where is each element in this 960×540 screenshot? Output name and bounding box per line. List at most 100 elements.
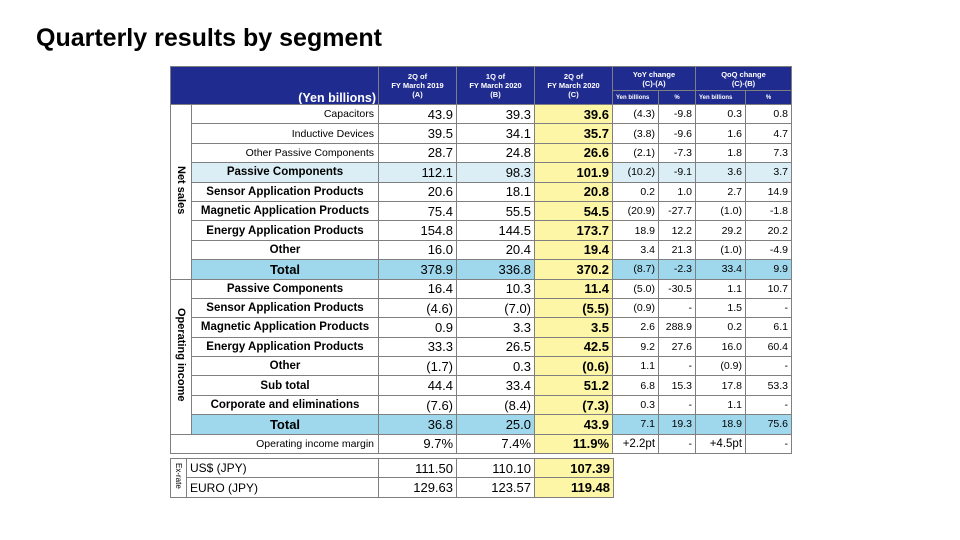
row-label: Energy Application Products <box>190 220 380 241</box>
cell-yoy: 3.4 <box>612 239 660 261</box>
table-row: Sensor Application Products (4.6) (7.0) (5.… <box>171 297 793 319</box>
table-row: Sub total 44.4 33.4 51.2 6.8 15.3 17.8 53.3 <box>171 375 793 396</box>
cell-qoq-pct: -1.8 <box>745 200 793 222</box>
cell-qoq-pct: 53.3 <box>745 375 793 396</box>
table-row: Magnetic Application Products 75.4 55.5 54.… <box>171 200 793 222</box>
cell-yoy: +2.2pt <box>612 433 660 455</box>
yoy-pct-subheader: % <box>658 90 697 105</box>
cell-qoq: 3.6 <box>695 162 747 183</box>
cell-qoq-pct: - <box>745 394 793 416</box>
cell-qoq-pct: -4.9 <box>745 239 793 261</box>
unit-label: (Yen billions) <box>169 66 380 105</box>
row-label: Passive Components <box>190 278 380 299</box>
cell-b: 0.3 <box>456 356 536 377</box>
cell-yoy-pct: 27.6 <box>658 336 697 358</box>
cell-c: 173.7 <box>534 220 614 241</box>
table-row: Energy Application Products 33.3 26.5 42.5 9… <box>171 336 793 358</box>
cell-a: 39.5 <box>378 123 458 144</box>
cell-b: 25.0 <box>456 414 536 435</box>
cell-qoq: +4.5pt <box>695 433 747 455</box>
cell-c: 39.6 <box>534 103 614 125</box>
cell-b: 7.4% <box>456 433 536 455</box>
cell-c: (7.3) <box>534 394 614 416</box>
cell-qoq-pct: 60.4 <box>745 336 793 358</box>
cell-yoy-pct: 19.3 <box>658 414 697 435</box>
cell-qoq-pct: 9.9 <box>745 259 793 280</box>
row-label: Energy Application Products <box>190 336 380 358</box>
cell-qoq: 2.7 <box>695 181 747 202</box>
cell-c: (5.5) <box>534 297 614 319</box>
table-row: Net sales Capacitors 43.9 39.3 39.6 (4.3) -9.8… <box>170 103 793 280</box>
table-row: Operating income Passive Components 16.4 10… <box>170 278 793 435</box>
cell-b: 123.57 <box>456 477 535 498</box>
cell-qoq-pct: 7.3 <box>745 142 793 164</box>
cell-yoy-pct: -30.5 <box>658 278 697 299</box>
table-row: Energy Application Products 154.8 144.5 173… <box>171 220 793 241</box>
cell-qoq: 0.2 <box>695 317 747 338</box>
table-row: Passive Components 112.1 98.3 101.9 (10.2) -9… <box>171 162 793 183</box>
cell-yoy: 1.1 <box>612 356 660 377</box>
col-header-b: 1Q of FY March 2020 (B) <box>456 66 536 105</box>
table-row: Other 16.0 20.4 19.4 3.4 21.3 (1.0) -4.9 <box>171 239 793 261</box>
cell-a: (1.7) <box>378 356 458 377</box>
table-row: Sensor Application Products 20.6 18.1 20.8 0… <box>171 181 793 202</box>
cell-qoq: (0.9) <box>695 356 747 377</box>
cell-a: 36.8 <box>378 414 458 435</box>
cell-yoy: (8.7) <box>612 259 660 280</box>
ex-rate-side-label: Ex-rate <box>170 458 187 498</box>
cell-c: 119.48 <box>534 477 614 498</box>
cell-qoq-pct: 6.1 <box>745 317 793 338</box>
cell-c: 11.4 <box>534 278 614 299</box>
cell-c: (0.6) <box>534 356 614 377</box>
row-label: EURO (JPY) <box>186 477 379 498</box>
cell-c: 370.2 <box>534 259 614 280</box>
cell-yoy-pct: 288.9 <box>658 317 697 338</box>
cell-yoy: 18.9 <box>612 220 660 241</box>
cell-yoy: (20.9) <box>612 200 660 222</box>
page-title: Quarterly results by segment <box>36 24 382 52</box>
net-sales-side-label-label: Net sales <box>175 166 187 215</box>
cell-qoq-pct: 4.7 <box>745 123 793 144</box>
cell-qoq: (1.0) <box>695 200 747 222</box>
operating-income-side-label: Operating income <box>170 278 192 435</box>
cell-a: 75.4 <box>378 200 458 222</box>
cell-c: 20.8 <box>534 181 614 202</box>
cell-b: 24.8 <box>456 142 536 164</box>
qoq-pct-subheader: % <box>745 90 793 105</box>
cell-qoq: 1.6 <box>695 123 747 144</box>
row-label: Other <box>190 356 380 377</box>
cell-qoq-pct: 14.9 <box>745 181 793 202</box>
cell-c: 43.9 <box>534 414 614 435</box>
cell-c: 51.2 <box>534 375 614 396</box>
cell-yoy: 9.2 <box>612 336 660 358</box>
cell-a: 44.4 <box>378 375 458 396</box>
cell-a: 378.9 <box>378 259 458 280</box>
table-row: Corporate and eliminations (7.6) (8.4) (7.3… <box>171 394 793 416</box>
cell-qoq: 1.8 <box>695 142 747 164</box>
cell-b: 34.1 <box>456 123 536 144</box>
cell-yoy-pct: 12.2 <box>658 220 697 241</box>
cell-a: 16.4 <box>378 278 458 299</box>
table-row: Other Passive Components 28.7 24.8 26.6 (2.1… <box>171 142 793 164</box>
cell-c: 11.9% <box>534 433 614 455</box>
cell-yoy: 7.1 <box>612 414 660 435</box>
table-row: Total 36.8 25.0 43.9 7.1 19.3 18.9 75.6 <box>171 414 793 435</box>
yoy-header: YoY change (C)-(A) <box>612 66 697 91</box>
cell-qoq: 1.1 <box>695 394 747 416</box>
cell-b: 20.4 <box>456 239 536 261</box>
qoq-yen-subheader: Yen billions <box>695 90 747 105</box>
cell-qoq-pct: - <box>745 356 793 377</box>
cell-b: 98.3 <box>456 162 536 183</box>
cell-yoy: 2.6 <box>612 317 660 338</box>
cell-yoy: 0.2 <box>612 181 660 202</box>
row-label: Total <box>190 259 380 280</box>
cell-b: 39.3 <box>456 103 536 125</box>
table-row: Other (1.7) 0.3 (0.6) 1.1- (0.9) - <box>171 356 793 377</box>
cell-qoq: 1.5 <box>695 297 747 319</box>
cell-b: 144.5 <box>456 220 536 241</box>
table-row: Total 378.9 336.8 370.2 (8.7) -2.3 33.4 9.9 <box>171 259 793 280</box>
cell-qoq-pct: 10.7 <box>745 278 793 299</box>
cell-yoy-pct: -27.7 <box>658 200 697 222</box>
cell-c: 26.6 <box>534 142 614 164</box>
row-label: Sensor Application Products <box>190 181 380 202</box>
